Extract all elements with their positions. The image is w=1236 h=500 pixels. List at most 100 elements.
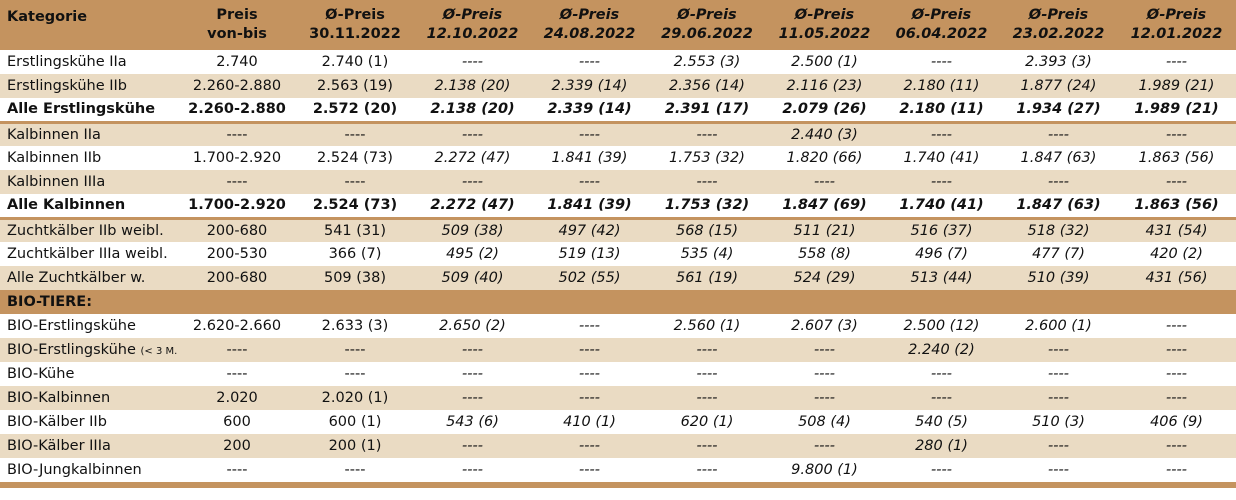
row-avg-price: 1.841 (39) [531,194,648,220]
row-avg-price: 2.116 (23) [766,74,883,98]
row-avg-price: ---- [414,50,531,74]
header-col-5-line2: 06.04.2022 [895,26,988,42]
row-avg-price: 2.524 (73) [296,146,414,170]
row-avg-price: 2.356 (14) [648,74,766,98]
row-avg-price: 510 (3) [1000,410,1117,434]
row-category-label: Alle Kalbinnen [7,197,126,214]
row-category-label: Alle Zuchtkälber w. [7,270,146,286]
row-avg-price: ---- [1117,170,1236,194]
row-avg-price: ---- [1000,122,1117,146]
header-col-3: Ø-Preis 29.06.2022 [648,0,766,50]
row-avg-price: 497 (42) [531,218,648,242]
row-avg-price: 516 (37) [883,218,1000,242]
row-avg-price: 431 (54) [1117,218,1236,242]
row-category: Kalbinnen IIa [0,122,178,146]
row-category-label: Erstlingskühe IIb [7,78,127,94]
row-category-label: BIO-Kälber IIIa [7,438,111,454]
row-avg-price: ---- [296,458,414,482]
row-avg-price: 2.500 (1) [766,50,883,74]
row-category-label: BIO-Kälber IIb [7,414,107,430]
row-avg-price: 477 (7) [1000,242,1117,266]
row-avg-price: 1.753 (32) [648,194,766,220]
row-avg-price: ---- [296,122,414,146]
row-category: Kalbinnen IIIa [0,170,178,194]
row-avg-price: ---- [1117,314,1236,338]
header-col-4: Ø-Preis 11.05.2022 [766,0,883,50]
row-avg-price: 280 (1) [883,434,1000,458]
row-price-range: ---- [178,458,296,482]
header-col-3-line1: Ø-Preis [677,7,737,23]
row-avg-price: ---- [883,50,1000,74]
row-category-label: BIO-Jungkalbinnen [7,462,142,478]
row-avg-price: 1.847 (63) [1000,194,1117,220]
header-col-6: Ø-Preis 23.02.2022 [1000,0,1117,50]
row-category-label: Zuchtkälber IIIa weibl. [7,246,168,262]
row-avg-price: ---- [531,338,648,362]
row-price-range: 200-680 [178,218,296,242]
table-row: BIO-Jungkalbinnen ---- ---- ---- ---- ---- 9.8… [0,458,1236,482]
row-avg-price: ---- [531,170,648,194]
row-category-label: BIO-Kühe [7,366,75,382]
row-avg-price: ---- [883,458,1000,482]
row-avg-price: 2.393 (3) [1000,50,1117,74]
table-row: Erstlingskühe IIb 2.260-2.880 2.563 (19) 2.… [0,74,1236,98]
row-avg-price: 519 (13) [531,242,648,266]
table-row: Kalbinnen IIa ---- ---- ---- ---- ---- 2.440 (… [0,122,1236,146]
header-col-1: Ø-Preis 12.10.2022 [414,0,531,50]
row-avg-price: 1.863 (56) [1117,146,1236,170]
table-row: Kalbinnen IIb 1.700-2.920 2.524 (73) 2.272 … [0,146,1236,170]
footer-bar [0,482,1236,488]
row-avg-price: ---- [648,458,766,482]
section-row-bio: BIO-TIERE: [0,290,1236,314]
row-avg-price: 2.563 (19) [296,74,414,98]
row-avg-price: 558 (8) [766,242,883,266]
row-avg-price: ---- [414,122,531,146]
row-avg-price: 511 (21) [766,218,883,242]
header-kategorie: Kategorie [0,0,178,50]
table-row: BIO-Kälber IIIa 200 200 (1) ---- ---- ---- ---… [0,434,1236,458]
row-price-range: 2.260-2.880 [178,98,296,124]
row-category: Erstlingskühe IIa [0,50,178,74]
row-avg-price: 1.989 (21) [1117,98,1236,124]
row-category: BIO-Kälber IIIa [0,434,178,458]
row-avg-price: ---- [1117,386,1236,410]
row-avg-price: 1.934 (27) [1000,98,1117,124]
row-avg-price: ---- [296,170,414,194]
header-col-2-line2: 24.08.2022 [543,26,636,42]
row-avg-price: 1.863 (56) [1117,194,1236,220]
row-avg-price: ---- [1000,386,1117,410]
price-table: Kategorie Preis von-bis Ø-Preis 30.11.20… [0,0,1236,482]
row-avg-price: 9.800 (1) [766,458,883,482]
row-avg-price: 2.272 (47) [414,146,531,170]
row-avg-price: 2.240 (2) [883,338,1000,362]
table-row: Kalbinnen IIIa ---- ---- ---- ---- ---- ---- --… [0,170,1236,194]
row-avg-price: ---- [1000,338,1117,362]
row-avg-price: 2.553 (3) [648,50,766,74]
row-avg-price: 620 (1) [648,410,766,434]
row-avg-price: ---- [531,50,648,74]
row-avg-price: 2.440 (3) [766,122,883,146]
header-col-7-line2: 12.01.2022 [1130,26,1223,42]
row-avg-price: 524 (29) [766,266,883,290]
table-row: Zuchtkälber IIIa weibl. 200-530 366 (7) 495… [0,242,1236,266]
row-category: Alle Kalbinnen [0,194,178,220]
row-avg-price: 561 (19) [648,266,766,290]
row-avg-price: 420 (2) [1117,242,1236,266]
row-avg-price: 1.847 (69) [766,194,883,220]
header-col-3-line2: 29.06.2022 [661,26,753,42]
row-category: Kalbinnen IIb [0,146,178,170]
row-category: BIO-Kalbinnen [0,386,178,410]
row-avg-price: 1.877 (24) [1000,74,1117,98]
row-avg-price: 509 (40) [414,266,531,290]
row-avg-price: 496 (7) [883,242,1000,266]
row-avg-price: 1.989 (21) [1117,74,1236,98]
row-price-range: 2.740 [178,50,296,74]
header-col-5-line1: Ø-Preis [911,7,972,23]
row-avg-price: 2.500 (12) [883,314,1000,338]
header-col-2: Ø-Preis 24.08.2022 [531,0,648,50]
row-category-label: BIO-Erstlingskühe [7,342,136,358]
row-avg-price: ---- [1117,458,1236,482]
row-category-label: Kalbinnen IIa [7,126,101,143]
row-avg-price: ---- [1117,50,1236,74]
row-avg-price: 2.600 (1) [1000,314,1117,338]
